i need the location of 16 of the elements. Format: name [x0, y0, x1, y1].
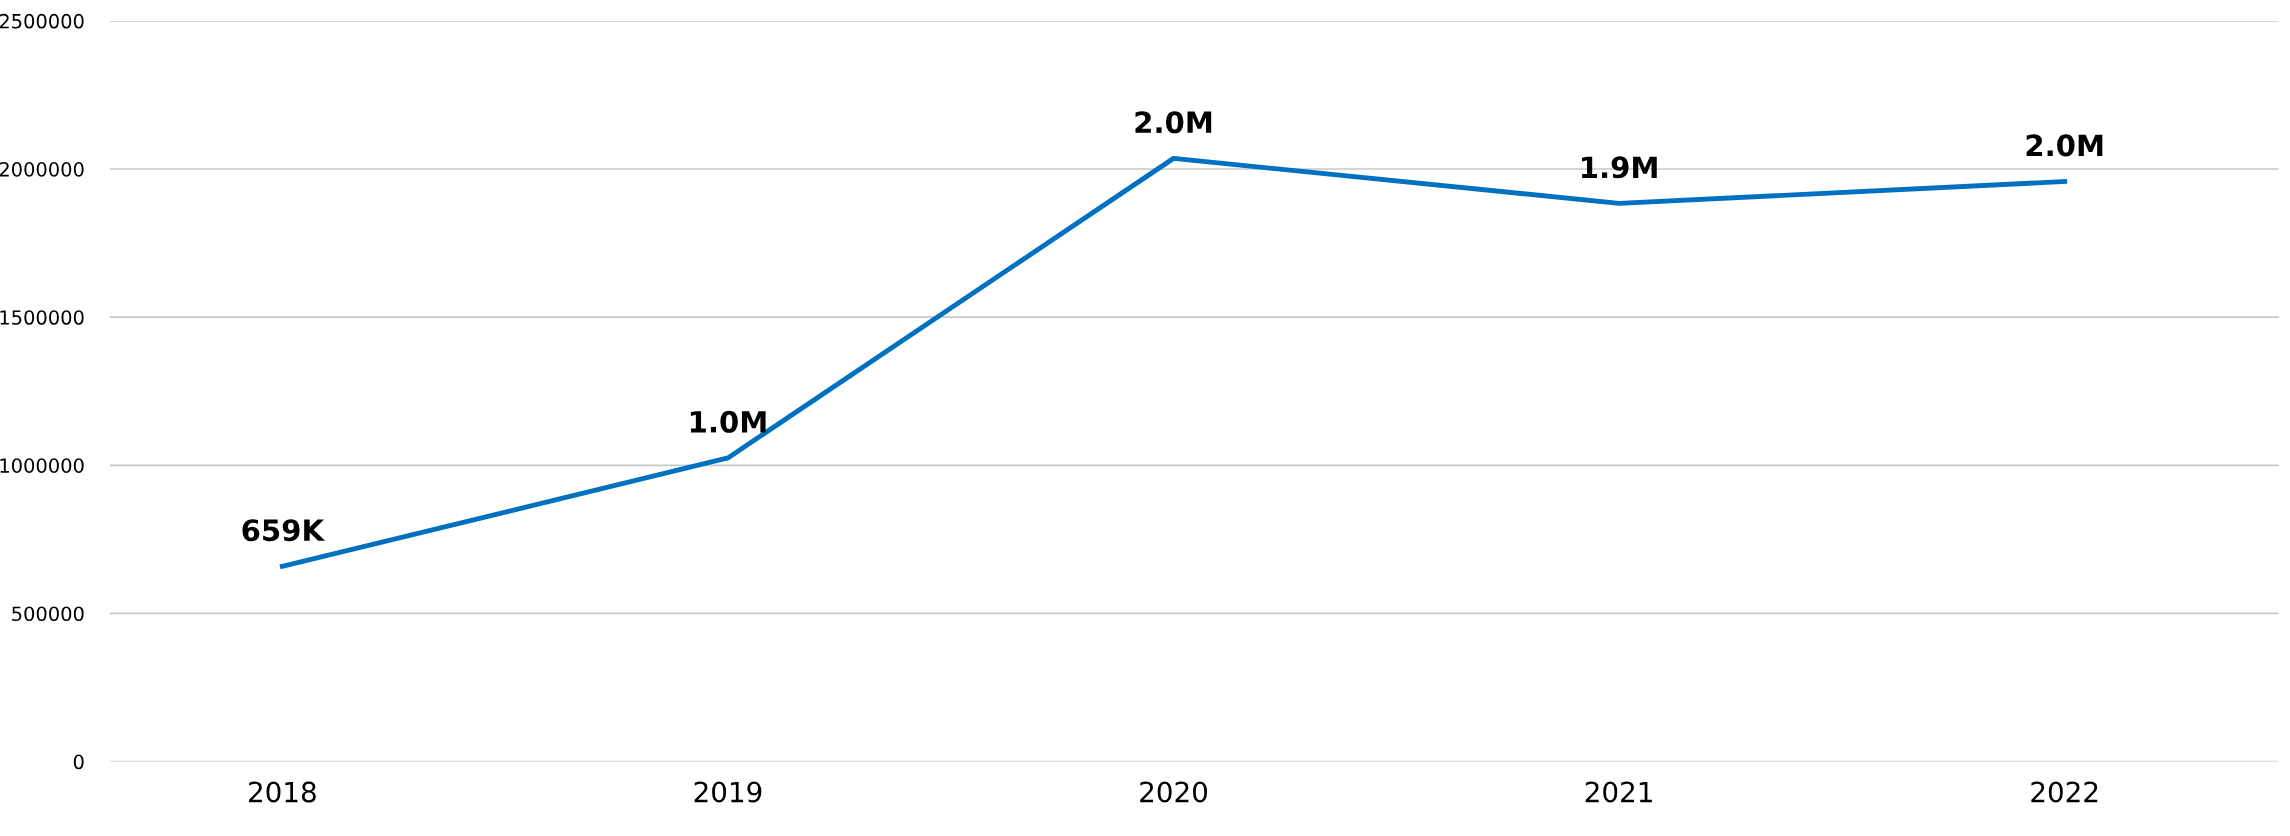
y-tick-label: 2000000: [0, 162, 84, 177]
y-tick-label: 1000000: [0, 458, 84, 473]
x-tick-label: 2019: [694, 781, 762, 803]
data-label: 659K: [242, 519, 325, 542]
x-tick-label: 2018: [249, 781, 316, 803]
data-label: 1.0M: [690, 410, 766, 433]
x-tick-label: 2020: [1140, 781, 1208, 803]
y-tick-label: 0: [73, 754, 84, 770]
y-tick-label: 500000: [12, 606, 84, 622]
y-tick-label: 2500000: [0, 13, 84, 29]
x-tick-label: 2022: [2031, 781, 2098, 803]
data-label: 2.0M: [1135, 111, 1212, 134]
x-tick-label: 2021: [1585, 781, 1652, 803]
y-tick-label: 1500000: [0, 310, 84, 325]
data-label: 2.0M: [2026, 134, 2103, 157]
data-label: 1.9M: [1582, 156, 1657, 179]
